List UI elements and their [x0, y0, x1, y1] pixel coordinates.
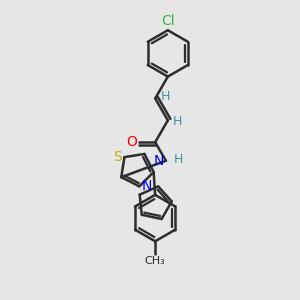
Text: H: H [173, 115, 183, 128]
Text: N: N [154, 154, 164, 168]
Text: H: H [173, 153, 183, 166]
Text: O: O [126, 135, 137, 149]
Text: H: H [160, 91, 170, 103]
Text: N: N [142, 179, 152, 193]
Text: S: S [113, 150, 122, 164]
Text: CH₃: CH₃ [145, 256, 166, 266]
Text: Cl: Cl [161, 14, 175, 28]
